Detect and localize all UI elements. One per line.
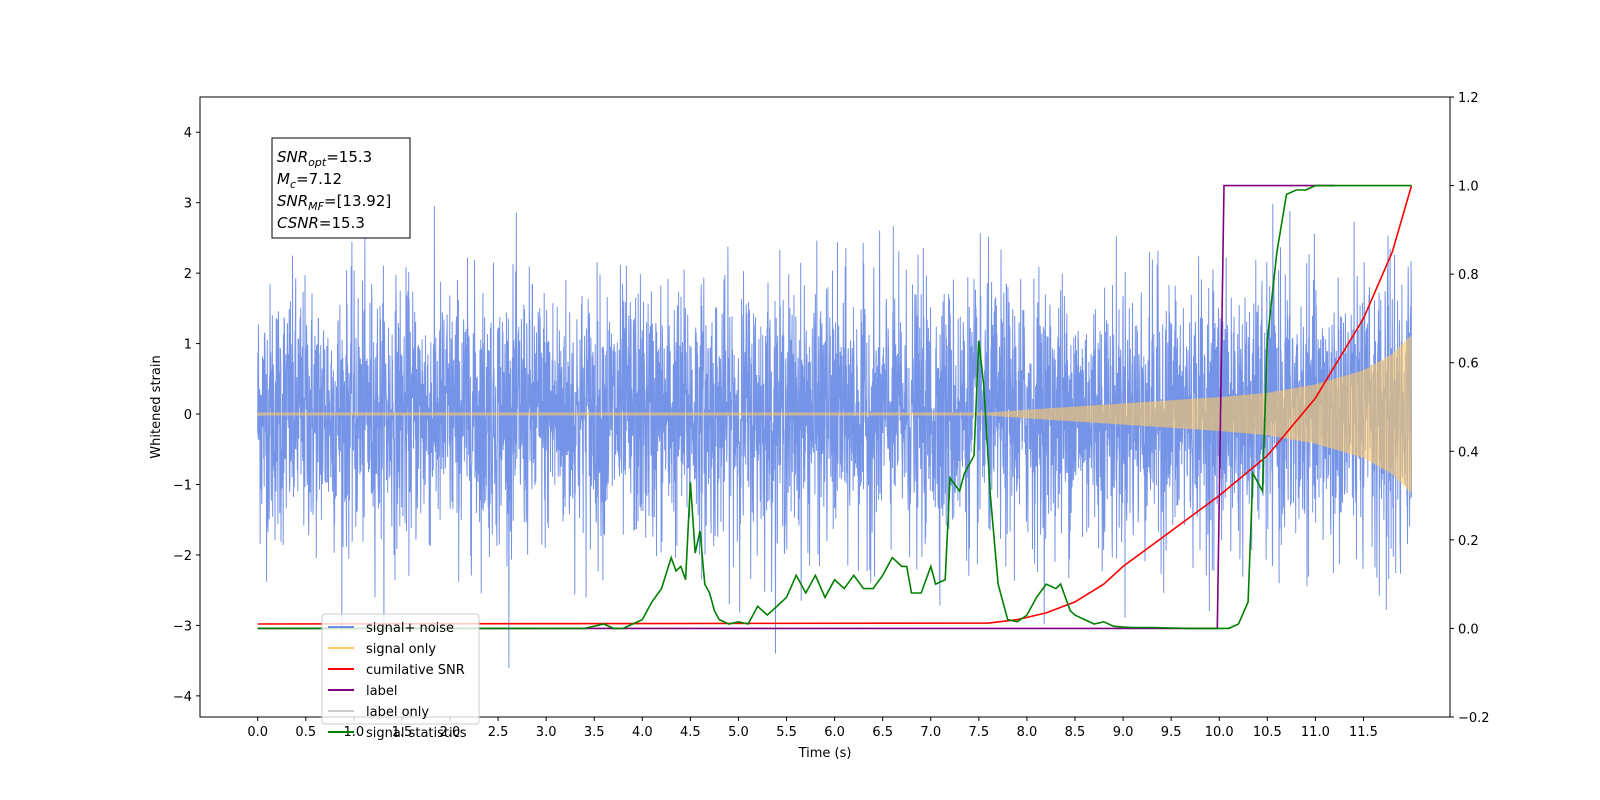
y2-tick-label: 0.2 — [1458, 534, 1479, 549]
legend-label: cumilative SNR — [366, 663, 465, 678]
series-signal-statistics-line — [257, 184, 1412, 630]
x-tick-label: 0.0 — [247, 725, 268, 740]
x-tick-label: 6.0 — [824, 725, 845, 740]
axes-layer: 0.0 0.5 1.0 1.5 2.0 2.5 3.0 3.5 4.0 4.5 5.0 5.5 6.0 6… — [173, 91, 1490, 740]
y2-tick-label: −0.2 — [1458, 711, 1490, 726]
y2-tick-label: 0.4 — [1458, 445, 1479, 460]
series-layer — [257, 184, 1413, 669]
y-tick-label: 4 — [184, 126, 192, 141]
annotation-frame — [271, 137, 411, 239]
x-tick-label: 6.5 — [872, 725, 893, 740]
series-signal-only-line — [257, 335, 1412, 493]
legend-frame — [321, 613, 480, 725]
x-tick-label: 9.0 — [1113, 725, 1134, 740]
y-tick-label: 2 — [184, 267, 192, 282]
annotation-line: Mc=7.12 — [277, 170, 342, 191]
x-tick-label: 5.5 — [776, 725, 797, 740]
legend-label: signal+ noise — [366, 621, 454, 636]
x-tick-label: 8.5 — [1065, 725, 1086, 740]
y2-tick-label: 0.0 — [1458, 622, 1479, 637]
legend-label: signal only — [366, 642, 436, 657]
x-tick-label: 10.0 — [1205, 725, 1234, 740]
y-tick-label: −1 — [173, 479, 192, 494]
y2-tick-label: 1.0 — [1458, 180, 1479, 195]
legend: signal+ noise signal only cumilative SNR la… — [321, 613, 480, 741]
x-tick-label: 2.0 — [440, 725, 461, 740]
x-tick-label: 3.0 — [536, 725, 557, 740]
y-tick-label: −4 — [173, 690, 192, 705]
x-tick-label: 10.5 — [1253, 725, 1282, 740]
y2-tick-label: 0.8 — [1458, 268, 1479, 283]
x-tick-label: 11.5 — [1349, 725, 1378, 740]
y-tick-label: −3 — [173, 619, 192, 634]
y-tick-label: −2 — [173, 549, 192, 564]
x-tick-label: 4.5 — [680, 725, 701, 740]
x-tick-label: 5.0 — [728, 725, 749, 740]
y-tick-label: 3 — [184, 197, 192, 212]
legend-label: signal statistics — [366, 726, 467, 741]
x-tick-label: 9.5 — [1161, 725, 1182, 740]
y2-tick-label: 0.6 — [1458, 357, 1479, 372]
legend-label: label — [366, 684, 397, 699]
x-tick-label: 3.5 — [584, 725, 605, 740]
annotation-line: SNRMF=[13.92] — [277, 192, 391, 213]
x-tick-label: 4.0 — [632, 725, 653, 740]
plot-frame — [199, 96, 1451, 718]
x-tick-label: 7.0 — [920, 725, 941, 740]
legend-label: label only — [366, 705, 429, 720]
series-label-line — [257, 184, 1335, 630]
x-tick-label: 8.0 — [1017, 725, 1038, 740]
x-axis-label: Time (s) — [798, 746, 852, 761]
y2-tick-label: 1.2 — [1458, 91, 1479, 106]
annotation-line: SNRopt=15.3 — [277, 148, 372, 169]
annotation-line: CSNR=15.3 — [277, 214, 365, 232]
y-tick-label: 1 — [184, 338, 192, 353]
x-tick-label: 11.0 — [1301, 725, 1330, 740]
x-tick-label: 7.5 — [969, 725, 990, 740]
x-tick-label: 1.5 — [392, 725, 413, 740]
x-tick-label: 0.5 — [295, 725, 316, 740]
y-axis-label: Whitened strain — [149, 355, 164, 458]
series-signal-noise-line — [257, 203, 1412, 669]
x-tick-label: 2.5 — [488, 725, 509, 740]
y-tick-label: 0 — [184, 408, 192, 423]
